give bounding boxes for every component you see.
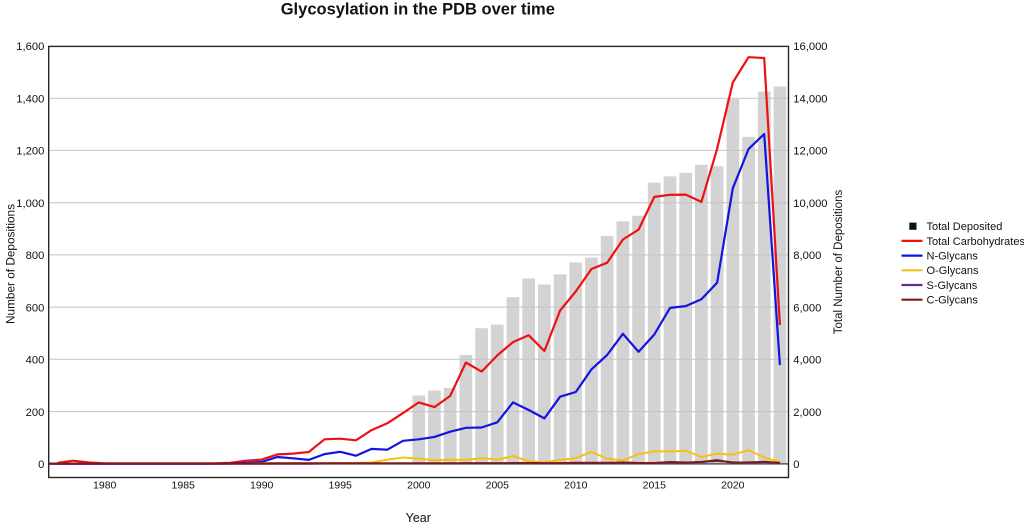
- svg-text:2,000: 2,000: [793, 407, 821, 419]
- svg-text:1,600: 1,600: [16, 41, 44, 53]
- svg-text:1995: 1995: [329, 479, 353, 491]
- svg-text:Total Number of Depositions: Total Number of Depositions: [833, 190, 845, 335]
- svg-text:Glycosylation in the PDB over: Glycosylation in the PDB over time: [281, 1, 555, 19]
- svg-text:8,000: 8,000: [793, 250, 821, 262]
- svg-text:Year: Year: [406, 511, 431, 524]
- svg-text:600: 600: [26, 302, 45, 314]
- svg-text:14,000: 14,000: [793, 93, 827, 105]
- svg-text:200: 200: [26, 407, 45, 419]
- svg-text:0: 0: [38, 459, 44, 471]
- svg-text:2010: 2010: [564, 479, 588, 491]
- svg-text:1,400: 1,400: [16, 93, 44, 105]
- svg-text:O-Glycans: O-Glycans: [927, 265, 979, 277]
- svg-text:1,000: 1,000: [16, 198, 44, 210]
- svg-text:10,000: 10,000: [793, 198, 827, 210]
- svg-text:800: 800: [26, 250, 45, 262]
- svg-text:Total Carbohydrates: Total Carbohydrates: [927, 236, 1024, 248]
- svg-text:4,000: 4,000: [793, 355, 821, 367]
- svg-text:16,000: 16,000: [793, 41, 827, 53]
- svg-text:400: 400: [26, 355, 45, 367]
- svg-text:N-Glycans: N-Glycans: [927, 251, 979, 263]
- svg-text:S-Glycans: S-Glycans: [927, 280, 978, 292]
- svg-text:Number of Depositions: Number of Depositions: [4, 204, 18, 324]
- svg-text:6,000: 6,000: [793, 302, 821, 314]
- svg-text:1,200: 1,200: [16, 146, 44, 158]
- svg-text:C-Glycans: C-Glycans: [927, 295, 979, 307]
- svg-text:2005: 2005: [486, 479, 510, 491]
- svg-text:1980: 1980: [93, 479, 117, 491]
- svg-text:1985: 1985: [172, 479, 196, 491]
- svg-text:0: 0: [793, 459, 799, 471]
- svg-text:2000: 2000: [407, 479, 431, 491]
- svg-text:12,000: 12,000: [793, 146, 827, 158]
- svg-text:Total Deposited: Total Deposited: [927, 221, 1003, 233]
- svg-text:1990: 1990: [250, 479, 274, 491]
- svg-text:2015: 2015: [643, 479, 667, 491]
- svg-text:2020: 2020: [721, 479, 745, 491]
